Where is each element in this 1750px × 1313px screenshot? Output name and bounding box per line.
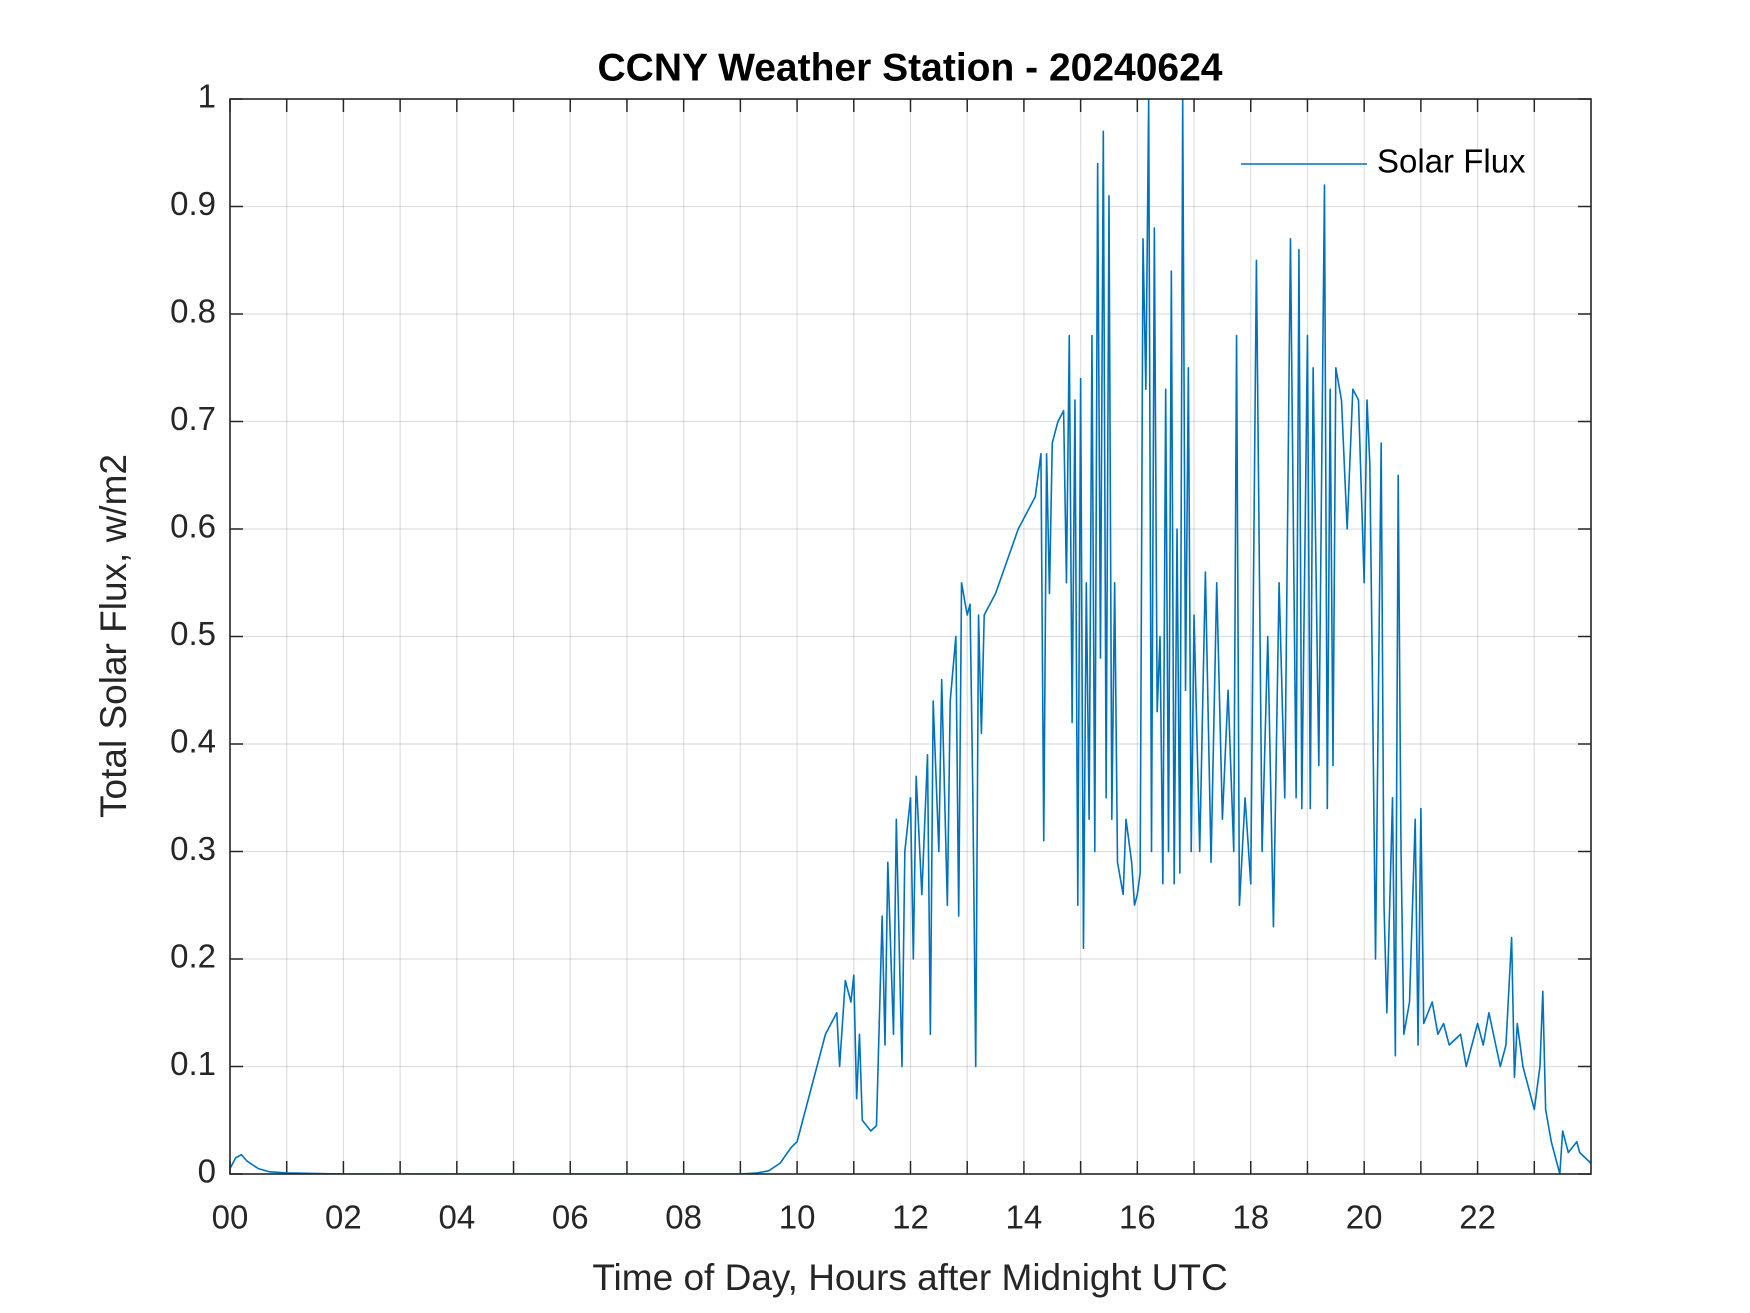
- y-tick-label: 1: [198, 78, 216, 115]
- x-tick-label: 10: [779, 1199, 816, 1236]
- x-tick-label: 06: [552, 1199, 589, 1236]
- legend-label: Solar Flux: [1377, 143, 1526, 180]
- y-tick-label: 0.9: [170, 185, 216, 222]
- x-tick-label: 14: [1006, 1199, 1043, 1236]
- x-tick-label: 02: [325, 1199, 362, 1236]
- y-tick-label: 0.2: [170, 938, 216, 975]
- x-tick-label: 12: [892, 1199, 929, 1236]
- x-tick-label: 08: [665, 1199, 702, 1236]
- chart-title: CCNY Weather Station - 20240624: [598, 46, 1223, 89]
- y-tick-label: 0.8: [170, 293, 216, 330]
- x-tick-label: 18: [1232, 1199, 1269, 1236]
- y-tick-label: 0: [198, 1153, 216, 1190]
- y-tick-label: 0.3: [170, 830, 216, 867]
- y-tick-label: 0.5: [170, 615, 216, 652]
- x-tick-label: 00: [212, 1199, 249, 1236]
- x-axis-label: Time of Day, Hours after Midnight UTC: [592, 1257, 1227, 1298]
- x-tick-label: 16: [1119, 1199, 1156, 1236]
- y-tick-label: 0.1: [170, 1045, 216, 1082]
- y-tick-label: 0.4: [170, 723, 216, 760]
- axes-box: [229, 98, 1592, 1175]
- y-axis-label: Total Solar Flux, w/m2: [93, 454, 134, 818]
- x-tick-label: 22: [1459, 1199, 1496, 1236]
- x-tick-label: 20: [1346, 1199, 1383, 1236]
- y-tick-label: 0.7: [170, 400, 216, 437]
- x-tick-label: 04: [438, 1199, 475, 1236]
- data-line: [230, 99, 1591, 1174]
- y-tick-label: 0.6: [170, 508, 216, 545]
